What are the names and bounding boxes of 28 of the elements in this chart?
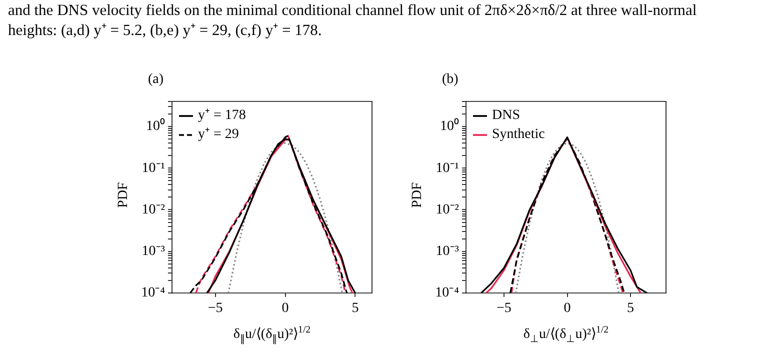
chart-title: (a) [148,72,164,88]
x-tick-label: 0 [564,301,571,316]
y-tick-label: 10⁻⁴ [141,286,166,301]
text: and the DNS velocity fields on the minimal conditional channel flow unit of 2πδ×2δ×πδ/2 at three wall-normal heights: (a,d) y⁺ = 5.2, (b,e) y⁺ = 29, (c,f) y⁺ = 178. [8,1,698,41]
legend-label: y⁺ = 29 [198,126,239,144]
y-axis-title: PDF [116,181,132,210]
y-tick-label: 10⁻² [142,202,165,218]
x-axis-title: δ$_{∥}$u/⟨(δ$_{∥}$u)²⟩$^{1/2}$ [232,324,312,345]
y-tick-label: 10⁻¹ [436,160,459,176]
legend-label: Synthetic [492,126,545,144]
legend-label: y⁺ = 178 [198,107,246,125]
chart-title: (b) [442,72,458,88]
y-tick-label: 10⁻³ [436,244,459,260]
x-tick-label: 5 [352,301,359,316]
y-axis-title: PDF [410,181,426,210]
y-tick-label: 10⁻⁴ [435,286,460,301]
legend-label: DNS [492,107,520,125]
x-axis-title: δ$_{⊥}$u/⟨(δ$_{⊥}$u)²⟩$^{1/2}$ [522,324,610,345]
x-tick-label: −5 [496,301,512,316]
x-tick-label: −5 [208,301,223,316]
y-tick-label: 10⁻² [436,202,459,218]
x-tick-label: 5 [627,301,634,316]
y-tick-label: 10⁻¹ [142,160,165,176]
x-tick-label: 0 [282,301,289,316]
y-tick-label: 10⁰ [440,118,459,134]
y-tick-label: 10⁻³ [142,244,165,260]
line-series [228,142,344,293]
y-tick-label: 10⁰ [146,118,165,134]
